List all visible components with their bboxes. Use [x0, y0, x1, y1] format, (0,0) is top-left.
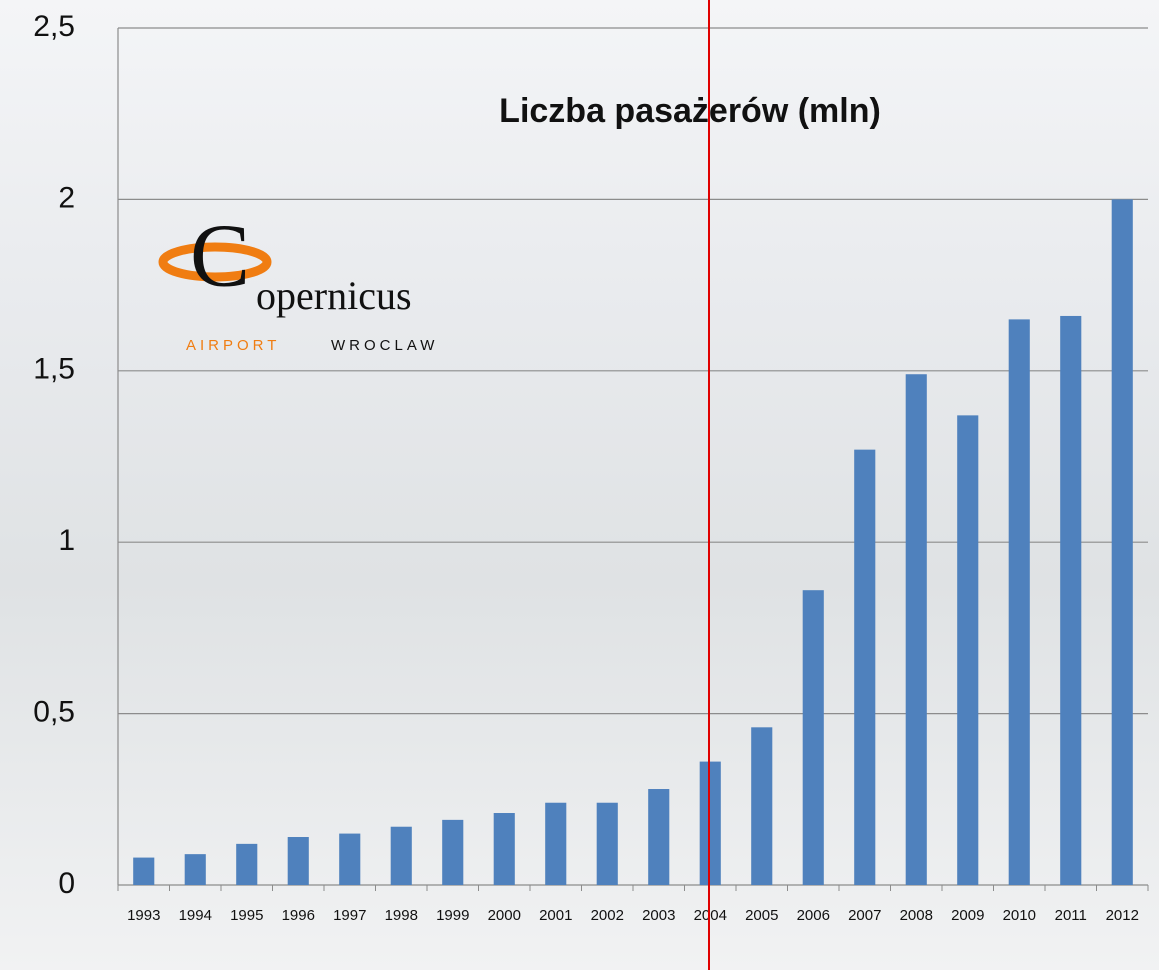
bar: [494, 813, 515, 885]
chart-title: Liczba pasażerów (mln): [499, 92, 881, 130]
y-tick-label: 2,5: [33, 10, 75, 43]
bar: [1060, 316, 1081, 885]
bar: [545, 803, 566, 885]
bar: [236, 844, 257, 885]
bar: [957, 415, 978, 885]
y-tick-label: 2: [58, 181, 75, 214]
x-tick-label: 2003: [642, 907, 675, 924]
logo-city: WROCLAW: [331, 337, 438, 354]
bar: [288, 837, 309, 885]
x-tick-label: 1998: [385, 907, 418, 924]
x-tick-label: 2004: [694, 907, 727, 924]
bar: [751, 727, 772, 885]
chart: Liczba pasażerów (mln) C opernicus AIRPO…: [0, 0, 1159, 970]
logo-airport: AIRPORT: [186, 337, 280, 354]
x-tick-label: 1997: [333, 907, 366, 924]
bar: [648, 789, 669, 885]
bar: [442, 820, 463, 885]
bar: [133, 858, 154, 885]
x-tick-label: 2010: [1003, 907, 1036, 924]
logo-name: opernicus: [256, 273, 412, 318]
x-tick-label: 2011: [1055, 907, 1087, 924]
background: [0, 0, 1159, 970]
x-tick-label: 1996: [282, 907, 315, 924]
bar: [597, 803, 618, 885]
x-tick-label: 1993: [127, 907, 160, 924]
logo-initial: C: [190, 207, 250, 306]
bar: [906, 374, 927, 885]
x-tick-label: 1994: [179, 907, 212, 924]
page: Liczba pasażerów (mln) C opernicus AIRPO…: [0, 0, 1159, 970]
x-tick-label: 2006: [797, 907, 830, 924]
x-tick-label: 2002: [591, 907, 624, 924]
y-tick-label: 0: [58, 867, 75, 900]
bar: [1009, 319, 1030, 885]
bar: [803, 590, 824, 885]
x-tick-label: 2007: [848, 907, 881, 924]
x-tick-label: 2005: [745, 907, 778, 924]
x-tick-label: 2012: [1106, 907, 1139, 924]
x-tick-label: 1999: [436, 907, 469, 924]
x-tick-label: 1995: [230, 907, 263, 924]
y-tick-label: 1,5: [33, 353, 75, 386]
bar: [1112, 199, 1133, 885]
x-tick-label: 2009: [951, 907, 984, 924]
x-tick-label: 2008: [900, 907, 933, 924]
y-tick-label: 0,5: [33, 696, 75, 729]
bar: [185, 854, 206, 885]
bar: [339, 834, 360, 885]
bar: [854, 450, 875, 885]
bar: [700, 762, 721, 885]
x-tick-label: 2000: [488, 907, 521, 924]
x-tick-label: 2001: [539, 907, 572, 924]
y-tick-label: 1: [58, 524, 75, 557]
bar: [391, 827, 412, 885]
